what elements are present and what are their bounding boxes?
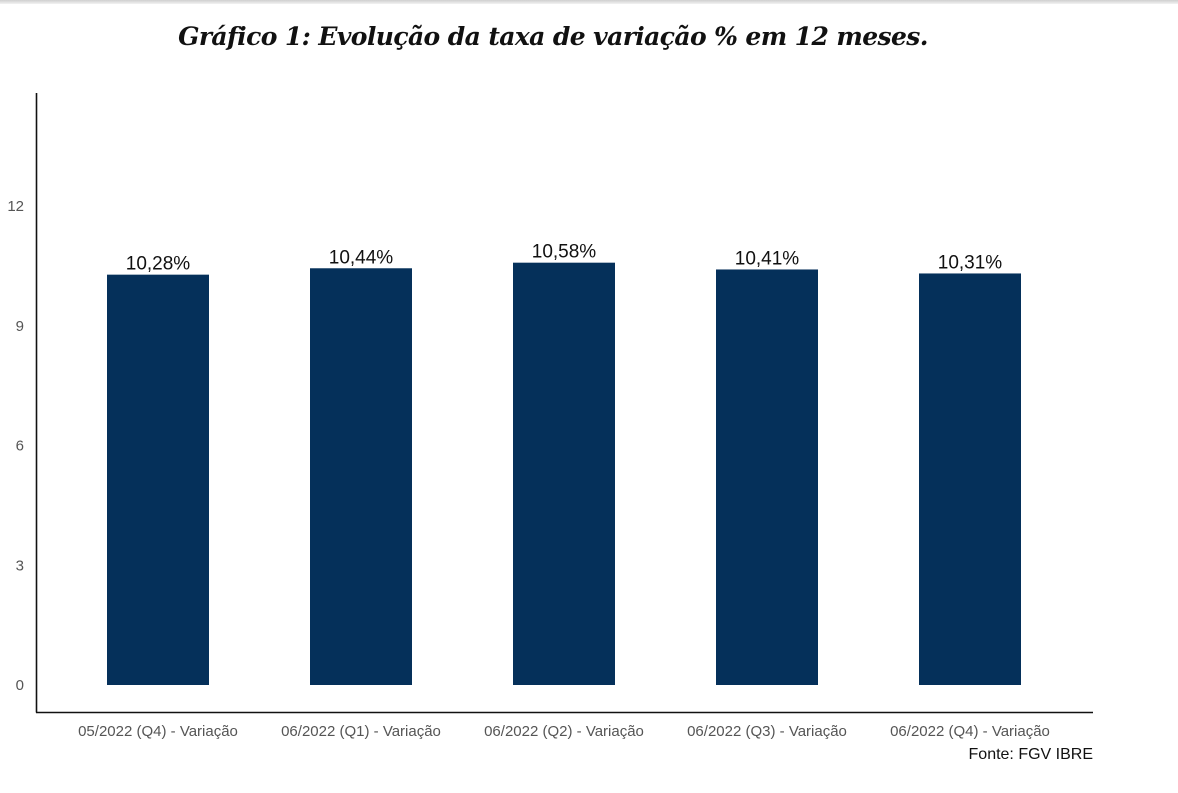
bar — [513, 262, 615, 685]
x-tick-label: 05/2022 (Q4) - Variação — [78, 723, 238, 740]
data-label: 10,28% — [126, 254, 191, 275]
viewer-top-edge — [0, 0, 1178, 4]
data-label: 10,41% — [735, 248, 800, 269]
data-label: 10,44% — [329, 247, 394, 268]
source-note: Fonte: FGV IBRE — [968, 746, 1093, 763]
y-tick-label: 9 — [16, 318, 24, 335]
chart-title: Gráfico 1: Evolução da taxa de variação … — [178, 22, 928, 51]
x-tick-label: 06/2022 (Q4) - Variação — [890, 723, 1050, 740]
bar — [310, 268, 412, 685]
x-tick-label: 06/2022 (Q1) - Variação — [281, 723, 441, 740]
y-tick-label: 3 — [16, 557, 24, 574]
y-tick-label: 6 — [16, 438, 24, 455]
data-label: 10,58% — [532, 242, 597, 263]
bar — [919, 273, 1021, 685]
x-tick-label: 06/2022 (Q2) - Variação — [484, 723, 644, 740]
y-tick-label: 12 — [7, 198, 24, 215]
bar — [716, 269, 818, 685]
y-tick-label: 0 — [16, 677, 24, 694]
data-label: 10,31% — [938, 252, 1003, 273]
x-tick-label: 06/2022 (Q3) - Variação — [687, 723, 847, 740]
bar — [107, 274, 209, 685]
